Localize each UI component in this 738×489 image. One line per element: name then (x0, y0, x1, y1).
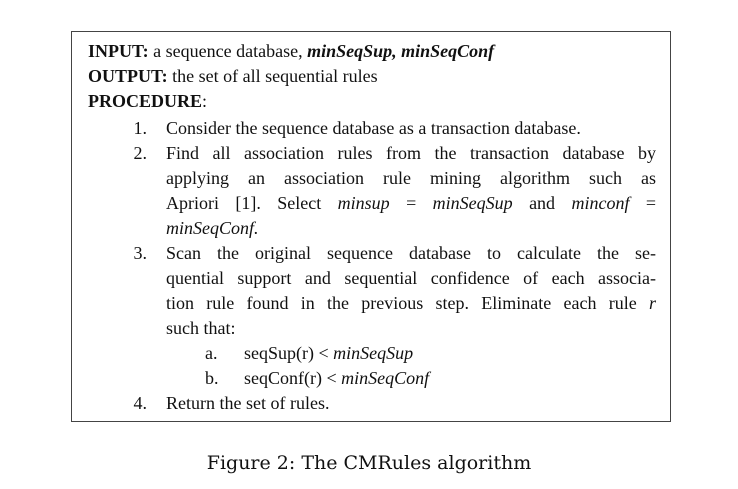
sub-item-a-letter: a. (205, 343, 218, 363)
step-3-number: 3. (133, 243, 148, 263)
algorithm-box: INPUT: a sequence database, minSeqSup, m… (71, 31, 671, 422)
step-2-and: and (529, 193, 556, 213)
sub-item-b-text: seqConf(r) < minSeqConf (244, 366, 429, 390)
step-3-line-4: such that: (166, 318, 236, 338)
step-4-text: Return the set of rules. (166, 393, 330, 413)
step-2-equals-2: = (645, 193, 657, 213)
procedure-colon: : (202, 91, 208, 111)
sub-item-b-expr: seqConf(r) < (244, 368, 337, 388)
sub-item-b-param: minSeqConf (341, 368, 430, 388)
input-text: a sequence database, (153, 41, 303, 61)
step-2-minseqsup: minSeqSup (432, 193, 513, 213)
procedure-label: PROCEDURE (88, 91, 203, 111)
step-2-minconf: minconf (571, 193, 630, 213)
step-2-line-4: minSeqConf. (166, 216, 656, 240)
step-2-line-1: Find all association rules from the tran… (166, 143, 656, 163)
step-4-number: 4. (133, 393, 148, 413)
step-1-number: 1. (133, 118, 148, 138)
step-3-rule-var: r (649, 293, 657, 313)
step-2-line-2: applying an association rule mining algo… (166, 168, 656, 188)
step-2-minseqconf: minSeqConf. (166, 218, 259, 238)
input-line: INPUT: a sequence database, minSeqSup, m… (88, 39, 494, 63)
input-label: INPUT: (88, 41, 149, 61)
procedure-line: PROCEDURE: (88, 89, 207, 113)
step-3-line-2: quential support and sequential confiden… (166, 268, 656, 288)
step-2-select-text: Apriori [1]. Select (166, 193, 322, 213)
step-2-line-3: Apriori [1]. Select minsup = minSeqSup a… (166, 191, 656, 215)
sub-item-a-text: seqSup(r) < minSeqSup (244, 341, 413, 365)
input-params: minSeqSup, minSeqConf (307, 41, 495, 61)
output-text: the set of all sequential rules (172, 66, 378, 86)
step-2-equals-1: = (406, 193, 417, 213)
sub-item-a-param: minSeqSup (333, 343, 414, 363)
step-2-number: 2. (133, 143, 148, 163)
sub-item-b-letter: b. (205, 368, 219, 388)
output-line: OUTPUT: the set of all sequential rules (88, 64, 378, 88)
figure-caption: Figure 2: The CMRules algorithm (206, 452, 532, 474)
step-3-line-1: Scan the original sequence database to c… (166, 243, 656, 263)
step-3-line-3: tion rule found in the previous step. El… (166, 291, 656, 315)
step-3-eliminate-text: tion rule found in the previous step. El… (166, 293, 637, 313)
step-1-text: Consider the sequence database as a tran… (166, 118, 581, 138)
sub-item-a-expr: seqSup(r) < (244, 343, 329, 363)
output-label: OUTPUT: (88, 66, 168, 86)
step-2-minsup: minsup (337, 193, 390, 213)
